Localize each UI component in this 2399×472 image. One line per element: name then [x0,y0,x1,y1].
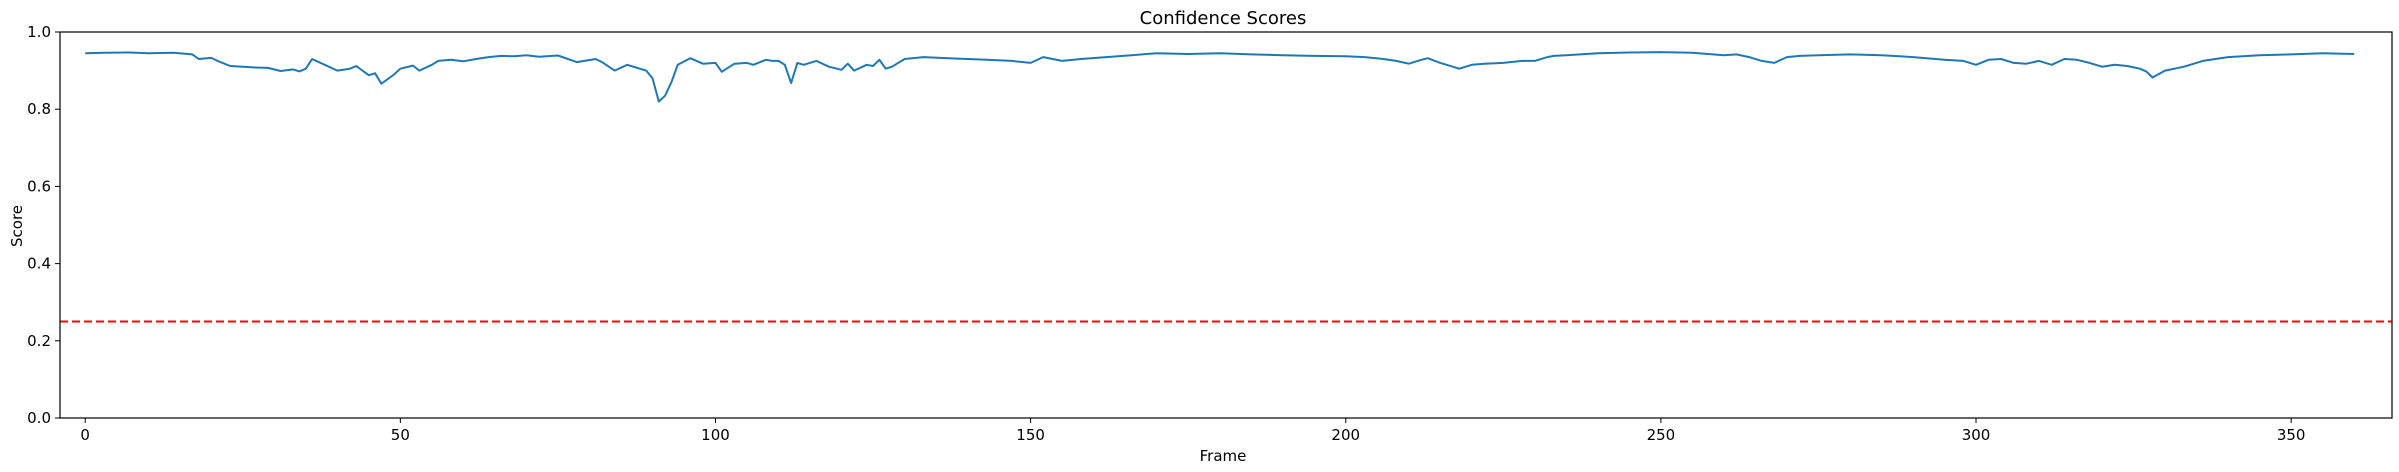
x-tick-label: 100 [701,426,730,444]
chart-title: Confidence Scores [1140,8,1307,29]
y-axis-title: Score [8,205,26,247]
x-tick-label: 50 [391,426,410,444]
axes-frame [59,31,2393,419]
x-tick-label: 350 [2277,426,2306,444]
y-tick-label: 0.2 [27,332,51,350]
y-tick-label: 0.6 [27,177,51,195]
y-tick-label: 0.4 [27,255,51,273]
x-tick-label: 200 [1331,426,1360,444]
y-tick-label: 0.0 [27,409,51,427]
x-axis-title: Frame [1200,447,1247,465]
series-line [85,51,2355,103]
y-tick-label: 1.0 [27,23,51,41]
x-tick-label: 150 [1016,426,1045,444]
plot-area: 0 50 100 150 200 250 300 350 0.0 0.2 0.4 0.6 0.8 1.0 [27,23,2393,444]
x-tick-label: 0 [80,426,90,444]
x-tick-label: 300 [1962,426,1991,444]
x-tick-label: 250 [1647,426,1676,444]
y-tick-label: 0.8 [27,100,51,118]
